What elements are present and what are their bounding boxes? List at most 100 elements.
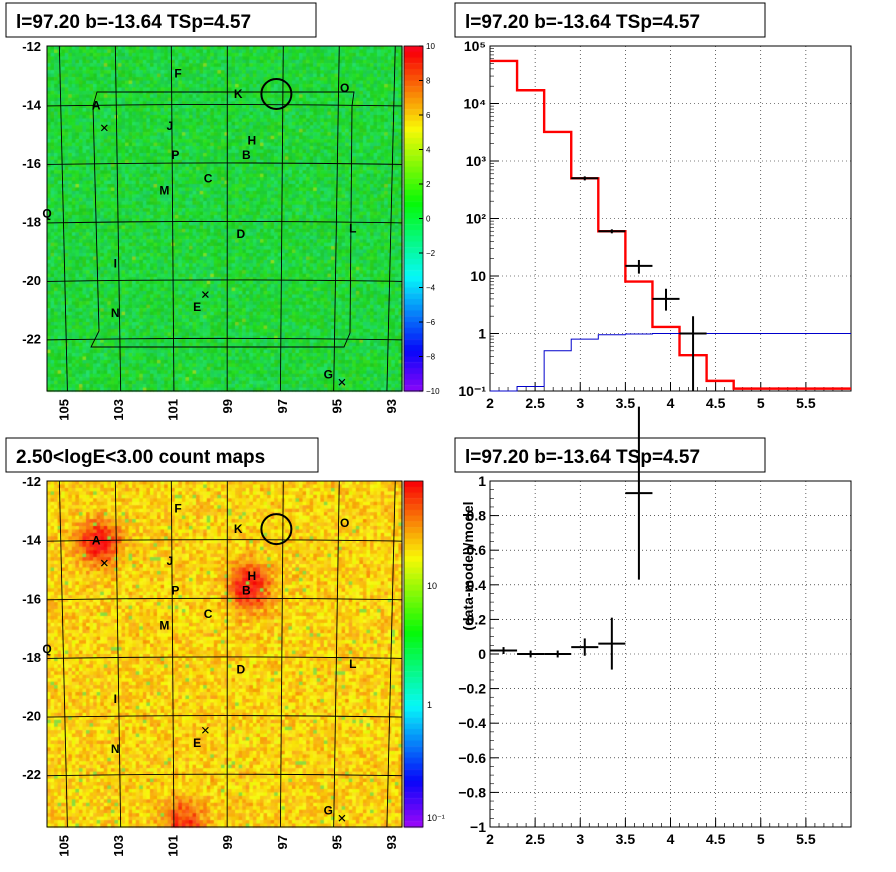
- title-bottom-right: l=97.20 b=-13.64 TSp=4.57: [465, 447, 700, 468]
- residual-plot-y-tick-label: 0.6: [467, 542, 487, 558]
- residual-source-label: D: [237, 227, 246, 241]
- residual-lon-tick-label: 103: [111, 399, 126, 421]
- counts-lon-gridline: [114, 480, 122, 828]
- title-bottom-right-box: [454, 437, 766, 473]
- counts-source-label: G: [324, 803, 333, 817]
- residual-colorbar-tick-label: 6: [426, 111, 431, 120]
- residual-colorbar-tick-label: −4: [426, 284, 436, 293]
- counts-source-label: I: [114, 692, 117, 706]
- residual-lat-tick-label: -22: [22, 331, 41, 346]
- residual-lat-tick-label: -14: [22, 97, 42, 112]
- counts-source-label: Q: [42, 642, 51, 656]
- counts-source-label: F: [174, 501, 181, 515]
- residual-plot-y-tick-label: −0.2: [458, 681, 486, 697]
- residual-plot-y-tick-label: 1: [478, 473, 486, 489]
- counts-cross-marker: [338, 814, 346, 822]
- residual-source-label: L: [349, 221, 356, 235]
- residual-plot-y-tick-label: 0.8: [467, 508, 487, 524]
- counts-frame: [46, 480, 403, 828]
- residual-colorbar-tick-label: 8: [426, 77, 431, 86]
- residual-lat-gridline: [46, 220, 403, 224]
- counts-lat-tick-label: -12: [22, 474, 41, 489]
- counts-lon-gridline: [170, 480, 175, 828]
- residual-colorbar: 10 8 6 4 2 0 −2 −4 −6 −8 −10: [403, 42, 440, 396]
- counts-colorbar-tick-label: 10: [427, 581, 437, 591]
- residual-plot-plot: 2 2.5 3 3.5 4 4.5 5 5.5 1 0.8 0.6 0.4 0.2 0 −0.2 −0.4 −0…: [458, 406, 852, 847]
- counts-lon-tick-label: 101: [166, 835, 181, 857]
- residual-source-label: E: [193, 300, 201, 314]
- residual-lat-gridline: [46, 104, 403, 107]
- residual-plot-x-tick-label: 4: [667, 831, 675, 847]
- residual-plot-x-tick-label: 2: [486, 831, 494, 847]
- residual-lon-gridline: [333, 45, 340, 392]
- residual-plot-y-tick-label: 0.2: [467, 611, 487, 627]
- counts-colorbar-tick-label: 10⁻¹: [427, 813, 445, 823]
- residual-cross-marker: [201, 291, 209, 298]
- residual-lon-gridline: [386, 45, 396, 392]
- residual-source-label: C: [204, 172, 213, 186]
- counts-lon-tick-label: 93: [384, 835, 399, 849]
- residual-lon-gridline: [279, 45, 284, 392]
- residual-lat-tick-label: -12: [22, 39, 41, 54]
- residual-plot-x-tick-label: 2.5: [525, 831, 545, 847]
- spectrum-y-tick-label: 10: [470, 268, 486, 284]
- residual-plot-x-tick-label: 5: [757, 831, 765, 847]
- counts-lat-tick-label: -20: [22, 709, 41, 724]
- residual-source-label: I: [114, 256, 117, 270]
- residual-cross-marker: [338, 378, 346, 386]
- counts-source-label: B: [242, 583, 251, 597]
- residual-lon-tick-label: 93: [384, 399, 399, 413]
- residual-colorbar-tick-label: 2: [426, 180, 431, 189]
- counts-lon-gridline: [333, 480, 340, 828]
- counts-lat-gridline: [46, 715, 403, 718]
- counts-lat-tick-label: -18: [22, 650, 41, 665]
- title-top-left-box: [5, 2, 317, 38]
- title-top-right: l=97.20 b=-13.64 TSp=4.57: [465, 12, 700, 33]
- counts-lon-gridline: [58, 480, 68, 828]
- counts-cross-marker: [100, 559, 108, 567]
- counts-lat-tick-label: -22: [22, 767, 41, 782]
- counts-source-label: K: [234, 522, 243, 536]
- counts-source-label: L: [349, 657, 356, 671]
- counts-map: -12 -14 -16 -18 -20 -22 105 103 101 99 97 95 93 A F K O J…: [22, 474, 403, 857]
- counts-lat-gridline: [46, 597, 403, 601]
- title-bottom-left-box: [5, 437, 319, 473]
- residual-plot-x-tick-label: 3.5: [616, 831, 636, 847]
- counts-source-label: E: [193, 736, 201, 750]
- residual-lat-gridline: [46, 337, 403, 341]
- residual-source-label: G: [324, 367, 333, 381]
- residual-source-label: B: [242, 148, 251, 162]
- counts-lat-gridline: [46, 656, 403, 659]
- residual-plot-y-tick-label: 0.4: [467, 577, 487, 593]
- residual-lat-tick-label: -18: [22, 214, 41, 229]
- residual-colorbar-tick-label: −8: [426, 353, 436, 362]
- spectrum-y-tick-label: 10⁻¹: [458, 383, 486, 399]
- residual-colorbar-tick-label: −6: [426, 318, 436, 327]
- residual-lon-tick-label: 95: [329, 399, 344, 413]
- spectrum-y-tick-label: 10²: [466, 211, 487, 227]
- residual-source-label: Q: [42, 207, 51, 221]
- residual-plot-y-tick-label: 0: [478, 646, 486, 662]
- counts-candidate-circle: [260, 513, 293, 546]
- residual-lon-tick-label: 105: [56, 399, 71, 421]
- residual-source-label: H: [247, 134, 256, 148]
- residual-source-label: O: [340, 81, 349, 95]
- spectrum-x-tick-label: 5: [757, 395, 765, 411]
- counts-cross-marker: [201, 726, 209, 734]
- counts-lon-tick-label: 99: [220, 835, 235, 849]
- counts-lon-tick-label: 95: [329, 835, 344, 849]
- residual-plot-y-tick-label: −0.6: [458, 750, 486, 766]
- residual-source-label: K: [234, 87, 243, 101]
- counts-source-label: M: [159, 619, 169, 633]
- counts-lon-tick-label: 103: [111, 835, 126, 857]
- residual-colorbar-tick-label: 4: [426, 146, 431, 155]
- counts-lon-tick-label: 97: [275, 835, 290, 849]
- residual-plot-x-tick-label: 3: [576, 831, 584, 847]
- residual-plot-x-tick-label: 5.5: [796, 831, 816, 847]
- residual-lat-tick-label: -20: [22, 273, 41, 288]
- counts-colorbar-tick-label: 1: [427, 700, 432, 710]
- residual-lon-tick-label: 99: [220, 399, 235, 413]
- spectrum-y-tick-label: 10³: [466, 153, 487, 169]
- residual-colorbar-tick-label: −2: [426, 249, 436, 258]
